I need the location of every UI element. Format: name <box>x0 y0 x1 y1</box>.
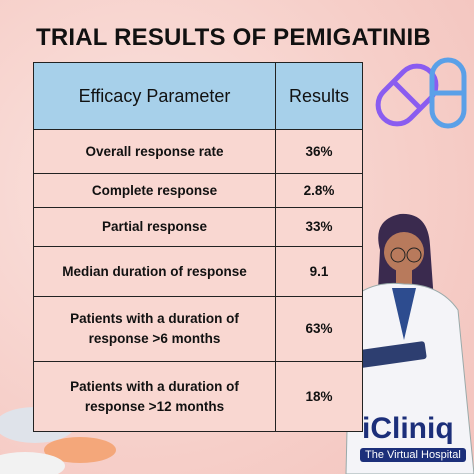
parameter-cell: Patients with a duration of response >6 … <box>33 296 276 362</box>
parameter-cell: Partial response <box>33 207 276 247</box>
parameter-cell: Complete response <box>33 173 276 208</box>
table-row: Partial response 33% <box>33 207 363 247</box>
table-row: Patients with a duration of response >6 … <box>33 296 363 362</box>
header-cell: Results <box>275 62 363 130</box>
header-cell: Efficacy Parameter <box>33 62 276 130</box>
header-row: Efficacy Parameter Results <box>33 62 363 130</box>
table-row: Overall response rate 36% <box>33 129 363 174</box>
doctor-illustration <box>345 213 474 474</box>
result-cell: 33% <box>275 207 363 247</box>
result-cell: 2.8% <box>275 173 363 208</box>
logo-tagline: The Virtual Hospital <box>360 448 466 462</box>
result-cell: 63% <box>275 296 363 362</box>
logo-name: iCliniq <box>362 412 454 445</box>
result-cell: 18% <box>275 361 363 432</box>
pill-icon <box>375 57 467 129</box>
table-row: Complete response 2.8% <box>33 173 363 208</box>
table-row: Median duration of response 9.1 <box>33 246 363 297</box>
results-table: Efficacy Parameter Results Overall respo… <box>33 62 363 432</box>
result-cell: 36% <box>275 129 363 174</box>
table-row: Patients with a duration of response >12… <box>33 361 363 432</box>
title: TRIAL RESULTS OF PEMIGATINIB <box>36 24 431 51</box>
parameter-cell: Median duration of response <box>33 246 276 297</box>
result-cell: 9.1 <box>275 246 363 297</box>
parameter-cell: Overall response rate <box>33 129 276 174</box>
parameter-cell: Patients with a duration of response >12… <box>33 361 276 432</box>
